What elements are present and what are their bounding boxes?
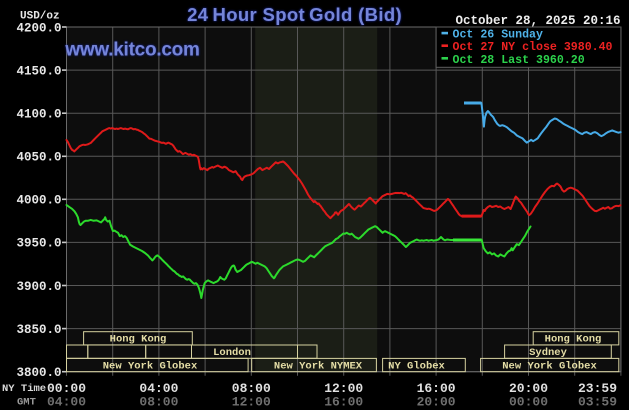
svg-text:4100.0: 4100.0: [16, 108, 61, 122]
svg-text:08:00: 08:00: [232, 381, 271, 396]
svg-text:16:00: 16:00: [324, 395, 363, 410]
svg-text:New York Globex: New York Globex: [502, 361, 597, 373]
svg-text:00:00: 00:00: [47, 381, 86, 396]
svg-text:Oct 26 Sunday: Oct 26 Sunday: [453, 29, 543, 42]
svg-text:www.kitco.com: www.kitco.com: [64, 40, 199, 61]
svg-text:Hong Kong: Hong Kong: [545, 334, 602, 346]
svg-text:16:00: 16:00: [417, 381, 456, 396]
svg-text:00:00: 00:00: [509, 395, 548, 410]
svg-text:12:00: 12:00: [324, 381, 363, 396]
svg-text:GMT: GMT: [17, 397, 36, 409]
svg-text:USD/oz: USD/oz: [20, 11, 60, 23]
svg-text:24 Hour Spot Gold (Bid): 24 Hour Spot Gold (Bid): [187, 4, 402, 25]
svg-text:Hong Kong: Hong Kong: [110, 334, 167, 346]
svg-text:4200.0: 4200.0: [16, 21, 61, 35]
svg-text:NY Time: NY Time: [2, 383, 46, 395]
svg-text:3900.0: 3900.0: [16, 280, 61, 294]
svg-text:03:59: 03:59: [578, 395, 617, 410]
svg-text:London: London: [213, 347, 251, 359]
svg-text:4150.0: 4150.0: [16, 64, 61, 78]
svg-text:4050.0: 4050.0: [16, 151, 61, 165]
svg-text:20:00: 20:00: [417, 395, 456, 410]
svg-text:4000.0: 4000.0: [16, 194, 61, 208]
svg-text:October 28, 2025 20:16: October 28, 2025 20:16: [455, 14, 620, 28]
svg-text:04:00: 04:00: [47, 395, 86, 410]
svg-text:3950.0: 3950.0: [16, 237, 61, 251]
svg-text:08:00: 08:00: [139, 395, 178, 410]
svg-text:Oct 27 NY close 3980.40: Oct 27 NY close 3980.40: [453, 41, 613, 54]
svg-text:New York Globex: New York Globex: [103, 361, 198, 373]
svg-text:3800.0: 3800.0: [16, 366, 61, 380]
svg-text:3850.0: 3850.0: [16, 323, 61, 337]
svg-text:23:59: 23:59: [578, 381, 617, 396]
svg-text:Oct 28 Last 3960.20: Oct 28 Last 3960.20: [453, 54, 585, 67]
svg-text:Sydney: Sydney: [529, 347, 568, 359]
svg-text:20:00: 20:00: [509, 381, 548, 396]
svg-text:12:00: 12:00: [232, 395, 271, 410]
svg-text:04:00: 04:00: [139, 381, 178, 396]
svg-text:New York NYMEX: New York NYMEX: [274, 361, 363, 373]
svg-text:NY Globex: NY Globex: [388, 361, 445, 373]
